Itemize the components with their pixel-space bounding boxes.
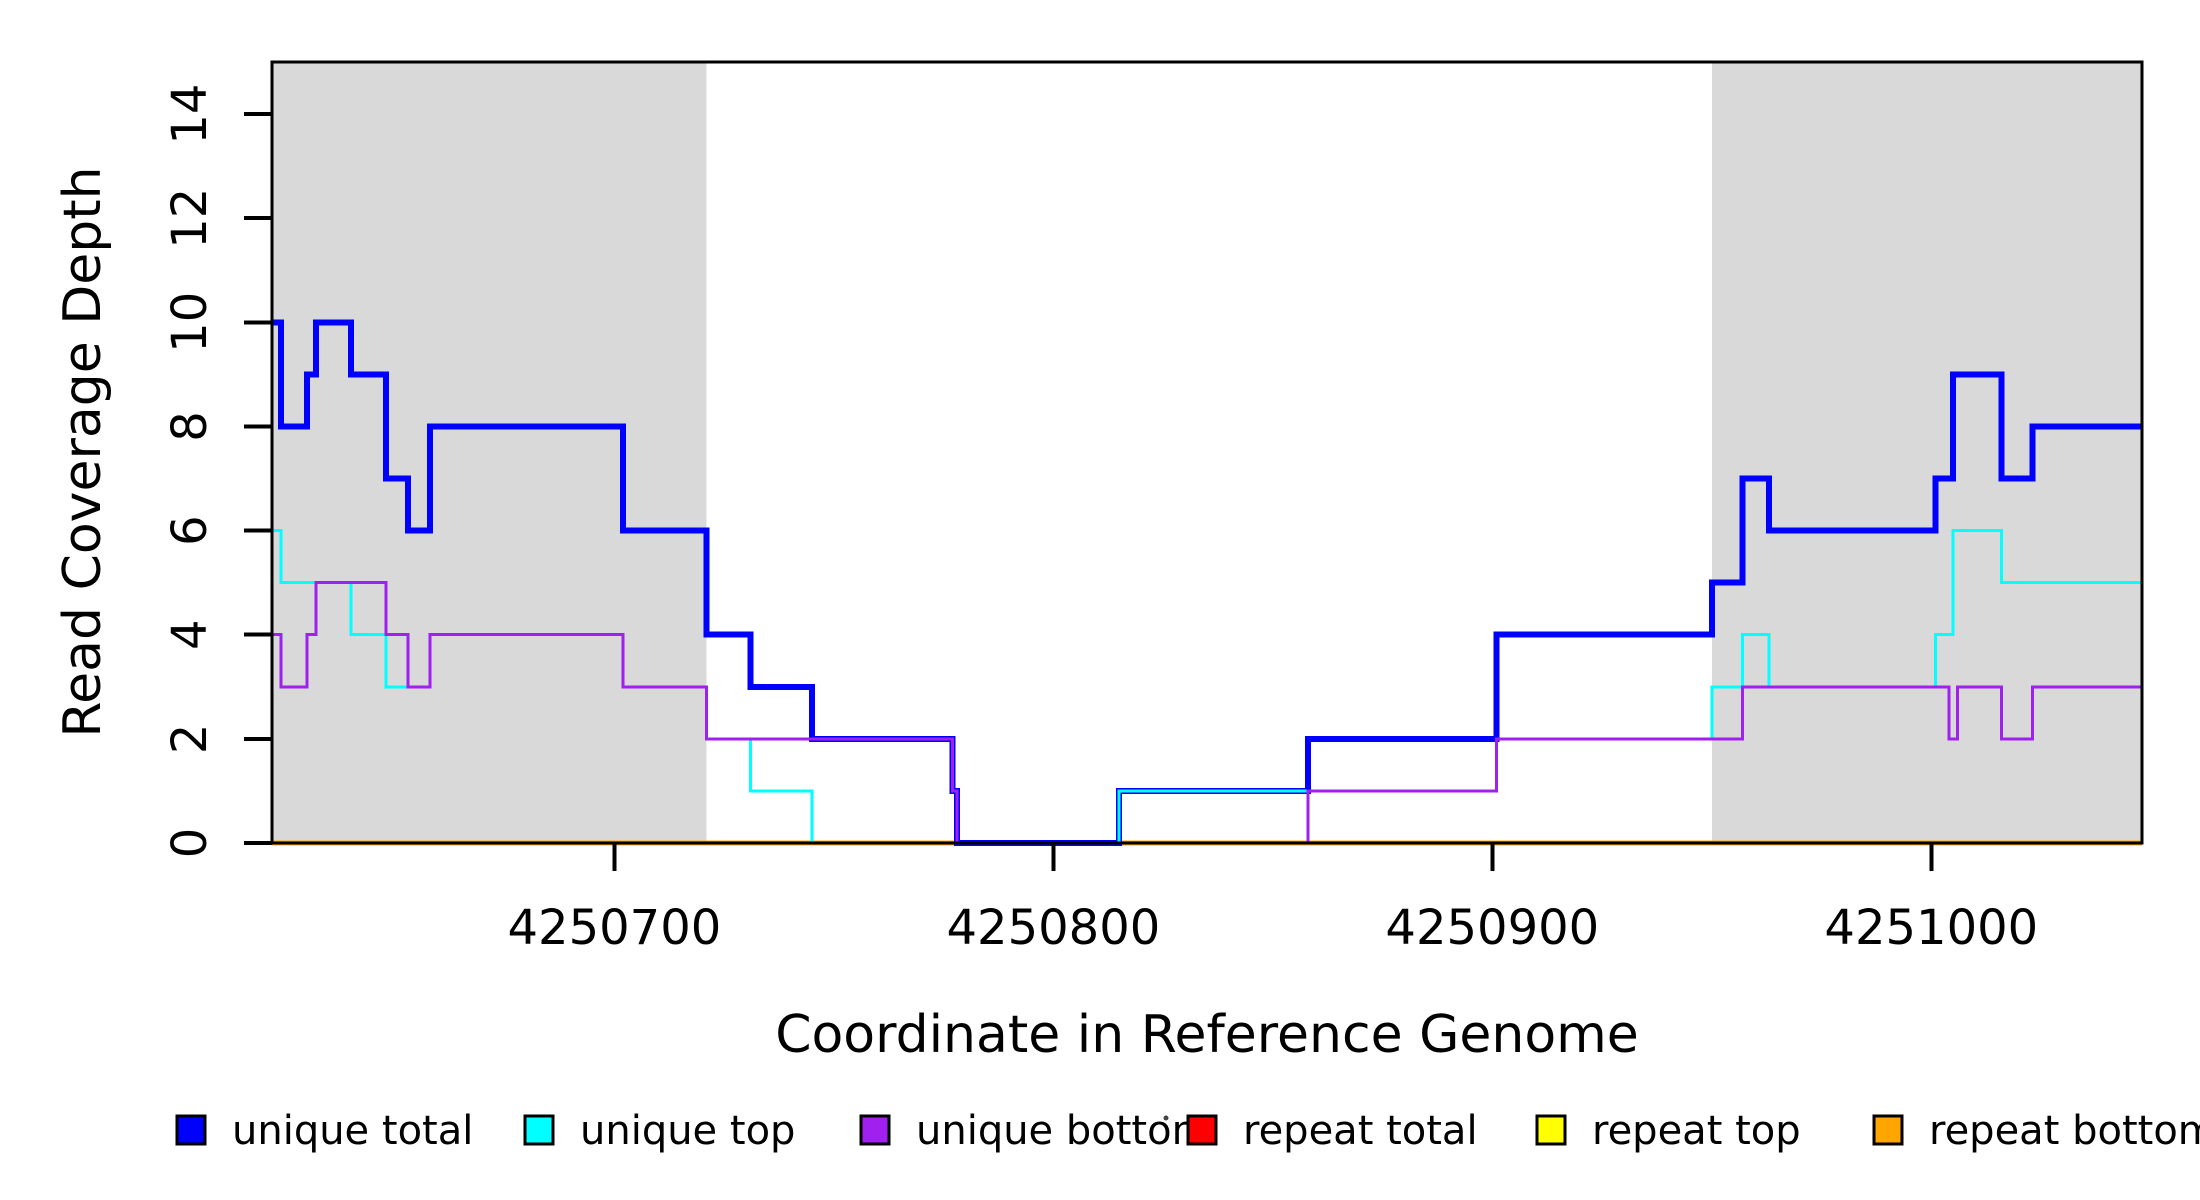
y-tick-label: 12 (162, 188, 218, 249)
x-tick-label: 4250800 (947, 900, 1161, 956)
legend-label-unique-top: unique top (580, 1108, 795, 1154)
legend-swatch-repeat-bottom (1872, 1114, 1904, 1146)
x-tick-label: 4250700 (508, 900, 722, 956)
legend-label-repeat-bottom: repeat bottom (1929, 1108, 2200, 1154)
legend-label-unique-total: unique total (232, 1108, 473, 1154)
y-tick-label: 10 (162, 292, 218, 353)
tick-labels: 4250700 4250800 4250900 4251000 0 2 4 6 8 10 12 14 (162, 84, 2038, 956)
legend-swatch-repeat-total (1186, 1114, 1218, 1146)
y-axis-title: Read Coverage Depth (53, 166, 113, 737)
legend-swatch-repeat-top (1535, 1114, 1567, 1146)
shaded-region (1711, 62, 2142, 843)
legend-swatch-unique-bottom (859, 1114, 891, 1146)
plot-box (270, 60, 2144, 845)
x-tick-label: 4250900 (1385, 900, 1599, 956)
y-tick-label: 14 (162, 84, 218, 145)
legend-label-repeat-top: repeat top (1592, 1108, 1801, 1154)
y-tick-label: 0 (162, 828, 218, 859)
legend: unique total unique top unique bottom repea… (175, 1108, 2200, 1154)
artifacts (1163, 1115, 1169, 1121)
x-tick-label: 4251000 (1824, 900, 2038, 956)
legend-label-repeat-total: repeat total (1243, 1108, 1478, 1154)
y-tick-label: 4 (162, 619, 218, 650)
legend-swatch-unique-total (175, 1114, 207, 1146)
y-tick-label: 2 (162, 724, 218, 755)
y-tick-label: 6 (162, 515, 218, 546)
legend-swatch-unique-top (523, 1114, 555, 1146)
axes (244, 60, 2144, 871)
y-tick-label: 8 (162, 411, 218, 442)
x-axis-title: Coordinate in Reference Genome (775, 1005, 1639, 1065)
shaded-regions (272, 62, 2142, 843)
shaded-region (272, 62, 707, 843)
stray-dot (1163, 1115, 1169, 1121)
series-line-unique-bottom (272, 581, 2142, 845)
legend-label-unique-bottom: unique bottom (916, 1108, 1211, 1154)
